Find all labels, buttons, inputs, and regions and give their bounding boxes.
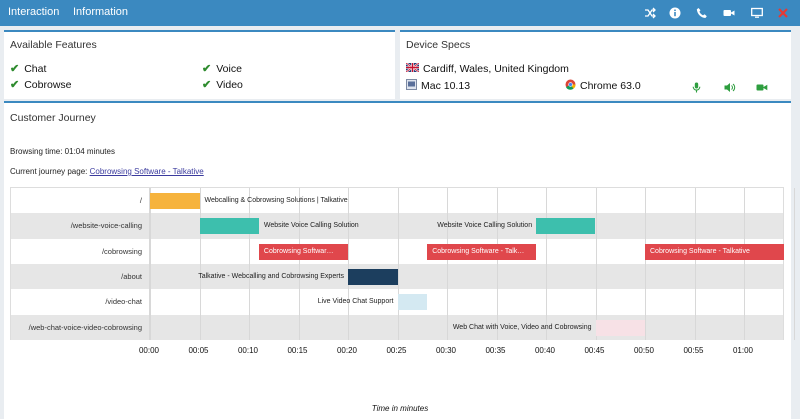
check-icon: ✔ bbox=[10, 79, 20, 91]
chrome-icon bbox=[565, 79, 576, 93]
timeline-row: / bbox=[11, 188, 783, 213]
device-specs-panel: Device Specs Cardiff, Wales, United King… bbox=[400, 30, 791, 99]
uk-flag-icon bbox=[405, 62, 420, 75]
gridline bbox=[150, 188, 151, 340]
speaker-icon bbox=[724, 80, 736, 98]
device-browser: Chrome 63.0 bbox=[565, 79, 641, 93]
timeline-segment[interactable] bbox=[397, 294, 428, 311]
segment-label: Website Voice Calling Solution bbox=[263, 222, 359, 230]
timeline-segment[interactable] bbox=[348, 268, 398, 285]
row-label: /about bbox=[121, 271, 142, 281]
feature-chat: ✔ Chat bbox=[10, 62, 47, 76]
device-specs-title: Device Specs bbox=[406, 39, 471, 51]
segment-label: Cobrowsing Software - Talk… bbox=[432, 247, 525, 255]
time-tick: 00:05 bbox=[188, 346, 209, 355]
check-icon: ✔ bbox=[202, 63, 212, 75]
time-tick: 00:50 bbox=[633, 346, 655, 355]
feature-video: ✔ Video bbox=[202, 78, 243, 92]
nav-interaction[interactable]: Interaction bbox=[8, 6, 60, 18]
gridline bbox=[793, 188, 795, 340]
row-label: /cobrowsing bbox=[101, 246, 142, 256]
gridline bbox=[298, 188, 300, 340]
gridline bbox=[149, 188, 150, 340]
check-icon: ✔ bbox=[202, 79, 212, 91]
shuffle-icon[interactable] bbox=[643, 6, 657, 20]
customer-journey-title: Customer Journey bbox=[10, 112, 96, 124]
features-panel: Available Features ✔ Chat ✔ Voice ✔ Cobrows… bbox=[4, 30, 395, 99]
time-tick: 00:45 bbox=[584, 346, 605, 355]
timeline-row: /cobrowsing bbox=[11, 239, 783, 264]
segment-label: Cobrowsing Software - Talkative bbox=[650, 247, 750, 255]
row-label: /web-chat-voice-video-cobrowsing bbox=[28, 322, 142, 332]
monitor-icon[interactable] bbox=[750, 6, 764, 20]
check-icon: ✔ bbox=[10, 63, 20, 75]
timeline-segment[interactable] bbox=[595, 319, 645, 336]
time-tick: 00:20 bbox=[336, 346, 358, 355]
feature-cobrowse: ✔ Cobrowse bbox=[10, 78, 72, 92]
device-location: Cardiff, Wales, United Kingdom bbox=[405, 62, 569, 75]
segment-label: Web Chat with Voice, Video and Cobrowsin… bbox=[452, 323, 592, 331]
gridline bbox=[595, 188, 597, 340]
close-icon[interactable] bbox=[776, 6, 790, 20]
gridline bbox=[694, 188, 696, 340]
segment-label: Webcalling & Cobrowsing Solutions | Talk… bbox=[204, 197, 348, 204]
video-icon bbox=[756, 80, 768, 98]
segment-label: Live Video Chat Support bbox=[317, 298, 394, 306]
video-camera-icon[interactable] bbox=[722, 6, 736, 20]
time-tick: 00:10 bbox=[237, 346, 259, 355]
timeline-segment[interactable] bbox=[150, 193, 200, 209]
time-tick: 00:55 bbox=[683, 346, 704, 355]
mac-icon bbox=[406, 79, 417, 93]
top-navigation-bar: Interaction Information bbox=[0, 0, 800, 26]
gridline bbox=[645, 188, 646, 340]
nav-information[interactable]: Information bbox=[73, 6, 129, 18]
journey-timeline: / /website-voice-calling/cobrowsing/about… bbox=[10, 187, 795, 340]
segment-label: Website Voice Calling Solution bbox=[437, 222, 533, 230]
phone-icon[interactable] bbox=[695, 6, 709, 20]
time-tick: 00:30 bbox=[435, 346, 457, 355]
timeline-row: /web-chat-voice-video-cobrowsing bbox=[11, 314, 783, 340]
row-label: /video-chat bbox=[105, 297, 142, 307]
gridline bbox=[249, 188, 250, 340]
timeline-segment[interactable] bbox=[427, 243, 537, 260]
row-label: /website-voice-calling bbox=[70, 221, 142, 231]
axis-title: Time in minutes bbox=[371, 404, 429, 413]
row-label: / bbox=[139, 196, 142, 205]
segment-label: Cobrowsing Softwar… bbox=[263, 247, 334, 255]
timeline-row: /website-voice-calling bbox=[11, 213, 783, 239]
time-tick: 00:00 bbox=[138, 346, 160, 355]
timeline-segment[interactable] bbox=[645, 243, 784, 260]
time-tick: 00:35 bbox=[485, 346, 506, 355]
gridline bbox=[546, 188, 547, 340]
gridline bbox=[744, 188, 745, 340]
gridline bbox=[199, 188, 201, 340]
time-tick: 01:00 bbox=[732, 346, 754, 355]
info-icon[interactable] bbox=[668, 6, 682, 20]
current-journey-page: Current journey page: Cobrowsing Softwar… bbox=[10, 167, 204, 176]
gridline bbox=[496, 188, 498, 340]
features-title: Available Features bbox=[10, 39, 97, 51]
browsing-time: Browsing time: 01:04 minutes bbox=[10, 147, 115, 156]
feature-voice: ✔ Voice bbox=[202, 62, 242, 76]
gridline bbox=[348, 188, 349, 340]
timeline-segment[interactable] bbox=[199, 218, 259, 235]
time-tick: 00:40 bbox=[534, 346, 556, 355]
timeline-segment[interactable] bbox=[536, 218, 596, 235]
timeline-segment[interactable] bbox=[258, 243, 348, 260]
time-tick: 00:25 bbox=[386, 346, 407, 355]
gridline bbox=[397, 188, 399, 340]
microphone-icon bbox=[692, 80, 701, 98]
device-os: Mac 10.13 bbox=[406, 79, 470, 93]
time-tick: 00:15 bbox=[287, 346, 308, 355]
current-page-link[interactable]: Cobrowsing Software - Talkative bbox=[89, 167, 204, 176]
segment-label: Talkative - Webcalling and Cobrowsing Ex… bbox=[198, 272, 344, 280]
gridline bbox=[447, 188, 448, 340]
timeline-row: /video-chat bbox=[11, 289, 783, 314]
